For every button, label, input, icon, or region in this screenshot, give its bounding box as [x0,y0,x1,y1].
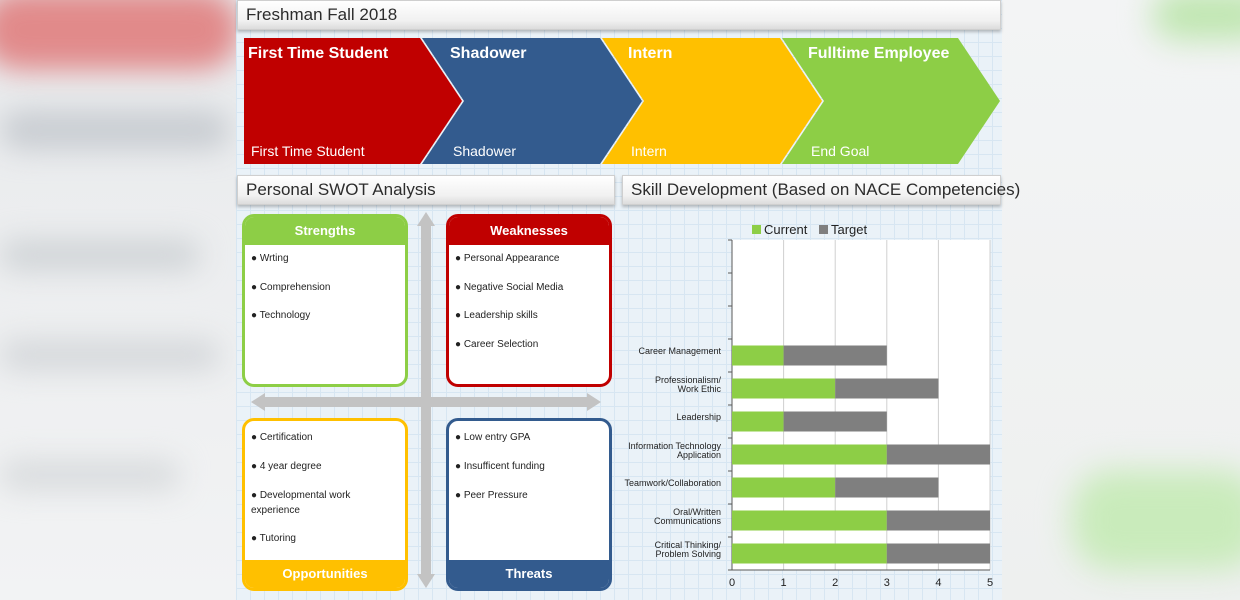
category-label: Oral/Written Communications [653,506,721,526]
list-item: ● Technology [251,310,311,321]
legend-current-label: Current [764,222,808,237]
x-tick-label: 3 [883,577,890,589]
legend-target-label: Target [830,222,868,237]
list-item: ● Certification [251,432,313,443]
list-item: ● Low entry GPA [455,432,531,443]
swot-title: Personal SWOT Analysis [237,175,615,205]
background-right [1002,0,1240,600]
list-item: ● Developmental work [251,490,351,501]
chart-legend: Current Target [752,222,867,237]
x-tick-label: 5 [986,577,994,589]
category-label: Teamwork/Collaboration [624,478,721,488]
swot-horizontal-bar [263,397,589,407]
x-tick-label: 2 [832,577,839,589]
list-item: ● Negative Social Media [455,282,564,293]
threats-box: ● Low entry GPA ● Insufficent funding ● … [446,418,612,591]
category-label: Leadership [676,412,721,422]
arrow-right-icon [587,393,601,411]
threats-header: Threats [449,560,609,588]
strengths-box: Strengths ● Wrting ● Comprehension ● Tec… [242,214,408,387]
x-tick-label: 4 [935,577,942,589]
weaknesses-box: Weaknesses ● Personal Appearance ● Negat… [446,214,612,387]
arrow-up-icon [417,212,435,226]
category-label: Critical Thinking/Problem Solving [654,539,721,559]
list-item: ● Comprehension [251,282,331,293]
x-tick-label: 0 [728,577,736,589]
stage-title-2: Shadower [450,45,527,62]
chevron-fulltime-employee [782,38,1000,164]
stage-subtitle-2: Shadower [453,143,517,159]
legend-current-swatch [752,225,761,234]
stage-title-3: Intern [628,45,673,62]
category-label: Career Management [638,346,721,356]
chevron-intern [602,38,822,164]
category-label: Information Technology Application [628,440,721,460]
opportunities-header: Opportunities [245,560,405,588]
strengths-header: Strengths [245,217,405,245]
chevron-first-time-student [244,38,462,164]
list-item: ● Insufficent funding [455,461,545,472]
list-item: ● Leadership skills [455,310,538,321]
list-item: experience [251,505,300,516]
list-item: ● Wrting [251,253,289,264]
skills-title: Skill Development (Based on NACE Compete… [622,175,1020,205]
stage-title-1: First Time Student [248,45,389,62]
opportunities-box: ● Certification ● 4 year degree ● Develo… [242,418,408,591]
background-left [0,0,236,600]
category-label: Professionalism/Work Ethic [654,374,721,394]
x-tick-label: 1 [780,577,787,589]
list-item: ● Tutoring [251,533,296,544]
legend-target-swatch [818,225,828,234]
chevron-shadower [422,38,642,164]
weaknesses-header: Weaknesses [449,217,609,245]
arrow-left-icon [251,393,265,411]
swot-axes [251,212,601,588]
stage-title-4: Fulltime Employee [808,45,950,62]
chevron-graphic [244,38,1000,164]
career-stages: First Time Student First Time Student Sh… [244,38,1000,164]
stage-subtitle-1: First Time Student [251,143,365,159]
list-item: ● Peer Pressure [455,490,528,501]
page-title: Freshman Fall 2018 [237,0,1001,30]
list-item: ● 4 year degree [251,461,322,472]
stage-subtitle-4: End Goal [811,143,870,159]
list-item: ● Personal Appearance [455,253,560,264]
list-item: ● Career Selection [455,339,539,350]
arrow-down-icon [417,574,435,588]
stage-subtitle-3: Intern [631,143,667,159]
